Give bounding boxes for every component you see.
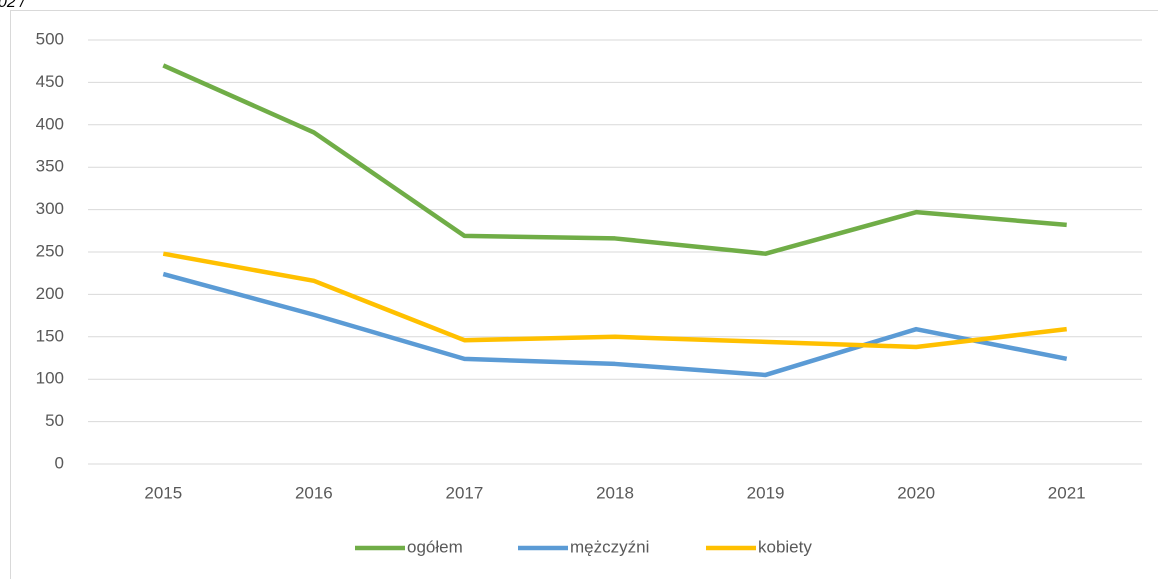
y-tick-label: 400: [36, 114, 64, 133]
y-tick-label: 300: [36, 199, 64, 218]
legend-label: kobiety: [758, 537, 812, 556]
x-tick-label: 2019: [747, 483, 785, 502]
y-tick-label: 200: [36, 284, 64, 303]
chart-frame: [10, 10, 1158, 579]
y-tick-label: 500: [36, 29, 64, 48]
y-tick-label: 50: [45, 411, 64, 430]
x-tick-label: 2016: [295, 483, 333, 502]
annotation: 02 /: [0, 0, 26, 11]
y-tick-label: 0: [55, 453, 64, 472]
y-tick-label: 350: [36, 157, 64, 176]
legend-label: mężczyźni: [570, 537, 649, 556]
x-tick-label: 2017: [446, 483, 484, 502]
x-tick-label: 2015: [144, 483, 182, 502]
x-tick-label: 2021: [1048, 483, 1086, 502]
y-tick-label: 150: [36, 326, 64, 345]
series-line: [162, 63, 1067, 256]
series-line: [162, 251, 1067, 350]
x-tick-label: 2018: [596, 483, 634, 502]
y-tick-label: 100: [36, 369, 64, 388]
x-tick-label: 2020: [897, 483, 935, 502]
y-tick-label: 450: [36, 72, 64, 91]
series-line: [162, 271, 1068, 378]
legend-label: ogółem: [407, 537, 463, 556]
y-tick-label: 250: [36, 241, 64, 260]
